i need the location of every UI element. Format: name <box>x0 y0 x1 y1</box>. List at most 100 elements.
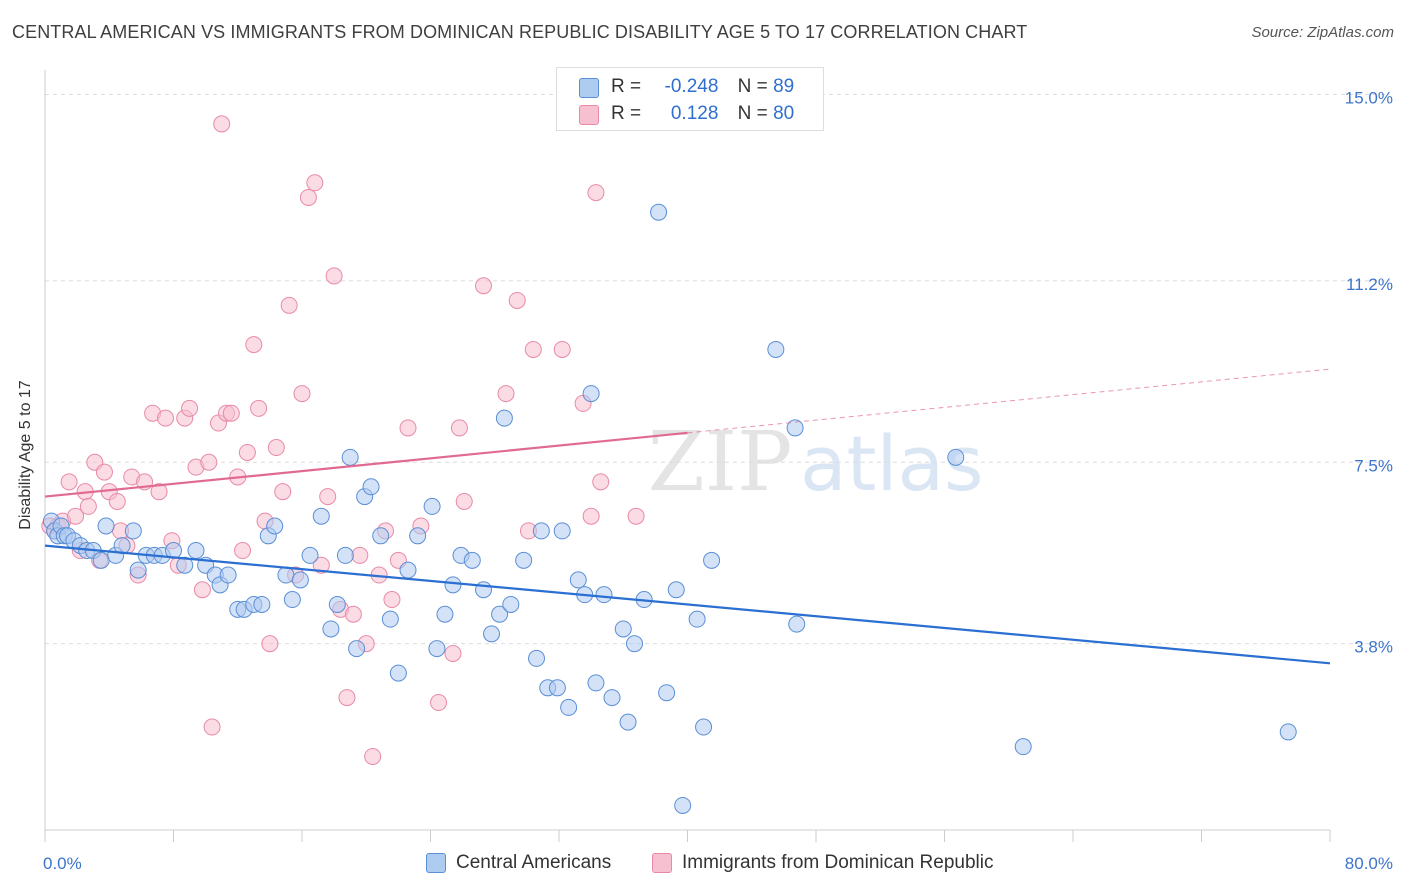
dominican-point <box>319 488 337 506</box>
central-american-point <box>502 595 520 613</box>
dominican-point <box>312 556 330 574</box>
x-tick-label-min: 0.0% <box>43 854 82 873</box>
dominican-point <box>338 689 356 707</box>
central-american-point <box>124 522 142 540</box>
central-american-point <box>283 591 301 609</box>
dominican-point <box>399 419 417 437</box>
dominican-point <box>79 497 97 515</box>
central-american-point <box>92 551 110 569</box>
dominican-point <box>587 184 605 202</box>
dominican-point <box>364 747 382 765</box>
central-american-point <box>176 556 194 574</box>
dominican-point <box>293 385 311 403</box>
dominican-point <box>267 439 285 457</box>
central-american-point <box>475 581 493 599</box>
central-american-point <box>97 517 115 535</box>
dominican-point <box>245 336 263 354</box>
bottom-legend-swatch-pink <box>652 853 672 873</box>
central-american-point <box>399 561 417 579</box>
central-american-point <box>336 546 354 564</box>
dominican-point <box>450 419 468 437</box>
central-american-point <box>436 605 454 623</box>
correlation-legend: R = -0.248 N = 89 R = 0.128 N = 80 <box>556 67 824 131</box>
legend-r-label: R = <box>611 103 642 124</box>
dominican-point <box>193 581 211 599</box>
dominican-point <box>261 635 279 653</box>
dominican-trend-line <box>44 431 688 498</box>
central-americans-trend-line <box>44 544 1331 665</box>
central-american-point <box>614 620 632 638</box>
dominican-point <box>344 605 362 623</box>
legend-n-label: N = <box>737 76 768 97</box>
dominican-point <box>306 174 324 192</box>
dominican-point <box>234 542 252 560</box>
central-american-point <box>667 581 685 599</box>
dominican-point <box>592 473 610 491</box>
central-american-point <box>253 595 271 613</box>
dominican-point <box>455 492 473 510</box>
dominican-point <box>67 507 85 525</box>
central-american-point <box>650 203 668 221</box>
dominican-point <box>181 399 199 417</box>
central-american-point <box>548 679 566 697</box>
central-american-point <box>619 713 637 731</box>
central-american-point <box>381 610 399 628</box>
central-american-point <box>786 419 804 437</box>
legend-n-label: N = <box>737 103 768 124</box>
central-american-point <box>389 664 407 682</box>
bottom-legend-label: Central Americans <box>456 852 612 873</box>
dominican-point <box>156 409 174 427</box>
central-american-point <box>788 615 806 633</box>
dominican-point <box>200 453 218 471</box>
central-american-point <box>491 605 509 623</box>
central-american-point <box>341 448 359 466</box>
dominican-point <box>250 399 268 417</box>
legend-r-value: -0.248 <box>664 76 719 97</box>
dominican-point <box>444 644 462 662</box>
central-american-point <box>483 625 501 643</box>
central-american-point <box>312 507 330 525</box>
central-american-point <box>553 522 571 540</box>
central-american-point <box>187 542 205 560</box>
central-american-point <box>515 551 533 569</box>
x-tick-label-max: 80.0% <box>1345 854 1393 873</box>
y-tick-label: 15.0% <box>1345 89 1393 108</box>
dominican-point <box>95 463 113 481</box>
central-american-point <box>560 698 578 716</box>
central-american-point <box>603 689 621 707</box>
central-american-point <box>674 796 692 814</box>
central-american-point <box>1014 738 1032 756</box>
dominican-point <box>60 473 78 491</box>
central-american-point <box>428 640 446 658</box>
central-american-point <box>695 718 713 736</box>
dominican-point <box>475 277 493 295</box>
central-american-point <box>625 635 643 653</box>
central-american-point <box>1279 723 1297 741</box>
central-american-point <box>569 571 587 589</box>
central-american-point <box>423 497 441 515</box>
central-american-point <box>658 684 676 702</box>
dominican-point <box>108 492 126 510</box>
dominican-point <box>325 267 343 285</box>
central-american-point <box>277 566 295 584</box>
dominican-point <box>351 546 369 564</box>
central-american-point <box>266 517 284 535</box>
dominican-point <box>274 483 292 501</box>
dominican-point <box>508 291 526 309</box>
central-american-point <box>587 674 605 692</box>
legend-swatch-pink <box>579 105 599 125</box>
dominican-point <box>238 443 256 461</box>
legend-r-label: R = <box>611 76 642 97</box>
y-tick-label: 7.5% <box>1354 456 1393 475</box>
dominican-point <box>299 188 317 206</box>
central-american-point <box>947 448 965 466</box>
bottom-legend-swatch-blue <box>426 853 446 873</box>
dominican-point <box>627 507 645 525</box>
central-american-point <box>348 640 366 658</box>
dominican-point <box>280 296 298 314</box>
central-american-point <box>532 522 550 540</box>
central-american-point <box>528 649 546 667</box>
central-american-point <box>595 586 613 604</box>
central-american-point <box>291 571 309 589</box>
